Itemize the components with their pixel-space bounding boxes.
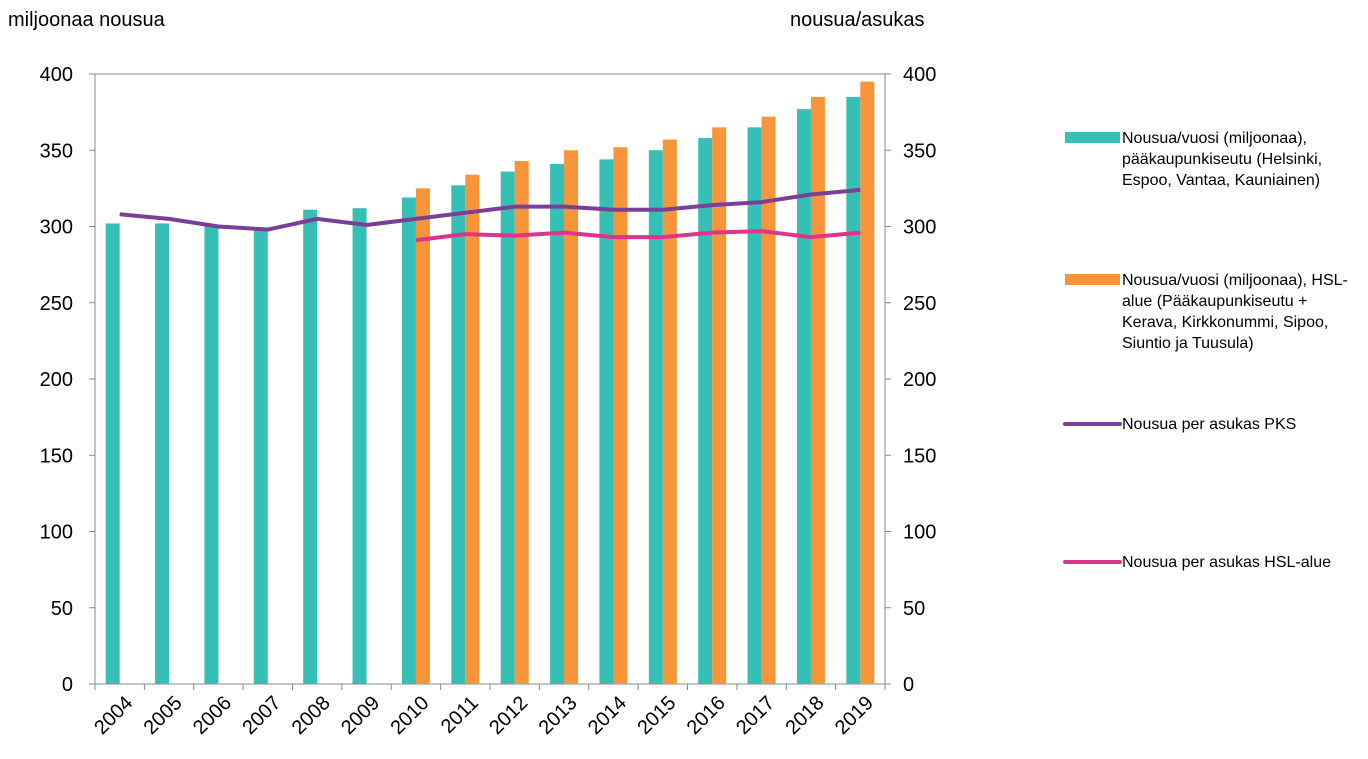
legend-label: Nousua/vuosi (miljoonaa), HSL-alue (Pääk… (1122, 272, 1348, 352)
x-tick-label: 2006 (189, 692, 236, 739)
x-tick-label: 2015 (633, 692, 680, 739)
bar (613, 147, 628, 684)
bar (796, 109, 811, 684)
bar (761, 116, 776, 684)
bar (747, 127, 762, 684)
legend-label: Nousua per asukas PKS (1122, 416, 1297, 433)
bar (564, 150, 579, 684)
bar (401, 197, 416, 684)
bar (599, 159, 614, 684)
y2-tick-label: 0 (903, 674, 914, 696)
y2-tick-label: 100 (903, 522, 936, 544)
y-tick-label: 150 (40, 445, 73, 467)
y2-tick-label: 300 (903, 217, 936, 239)
legend-label: Nousua/vuosi (miljoonaa), pääkaupunkiseu… (1122, 130, 1323, 189)
bar (105, 223, 120, 684)
bar (204, 226, 219, 684)
legend-label: Nousua per asukas HSL-alue (1122, 554, 1332, 571)
bar (514, 160, 529, 685)
y-tick-label: 100 (40, 522, 73, 544)
bar (303, 209, 318, 684)
x-tick-label: 2017 (732, 692, 779, 739)
x-tick-label: 2019 (831, 692, 878, 739)
bar (698, 138, 713, 685)
y2-tick-label: 350 (903, 140, 936, 162)
y-tick-label: 50 (51, 598, 73, 620)
y2-tick-label: 250 (903, 293, 936, 315)
y-tick-label: 250 (40, 293, 73, 315)
line-series (119, 187, 861, 232)
y2-tick-label: 150 (903, 445, 936, 467)
x-tick-label: 2016 (683, 692, 730, 739)
x-tick-label: 2014 (584, 692, 631, 739)
bar (846, 96, 861, 684)
x-tick-label: 2005 (140, 692, 187, 739)
x-tick-label: 2010 (386, 692, 433, 739)
y2-tick-label: 200 (903, 369, 936, 391)
line-series (415, 229, 861, 243)
x-tick-label: 2012 (485, 692, 532, 739)
bar (810, 96, 825, 684)
y2-tick-label: 400 (903, 64, 936, 86)
bar (648, 150, 663, 684)
bar (712, 127, 727, 684)
y-tick-label: 300 (40, 217, 73, 239)
bar (253, 228, 268, 684)
y-tick-label: 400 (40, 64, 73, 86)
y-tick-label: 0 (62, 674, 73, 696)
x-tick-label: 2008 (288, 692, 335, 739)
y2-axis-title: nousua/asukas (790, 9, 925, 31)
y-axis-title: miljoonaa nousua (8, 9, 166, 31)
y2-tick-label: 50 (903, 598, 925, 620)
bar (465, 174, 480, 684)
legend-swatch (1065, 132, 1120, 143)
bar (155, 223, 170, 684)
bar (451, 185, 466, 684)
x-tick-label: 2013 (535, 692, 582, 739)
x-tick-label: 2007 (238, 692, 285, 739)
x-tick-label: 2009 (337, 692, 384, 739)
bar (415, 188, 430, 684)
x-tick-label: 2004 (90, 692, 137, 739)
y-tick-label: 200 (40, 369, 73, 391)
bar (500, 171, 515, 685)
y-tick-label: 350 (40, 140, 73, 162)
bar (352, 208, 367, 684)
x-tick-label: 2018 (781, 692, 828, 739)
bar (860, 81, 875, 684)
bar (662, 139, 677, 684)
bar (550, 163, 565, 685)
legend-swatch (1065, 274, 1120, 285)
x-tick-label: 2011 (437, 692, 483, 738)
